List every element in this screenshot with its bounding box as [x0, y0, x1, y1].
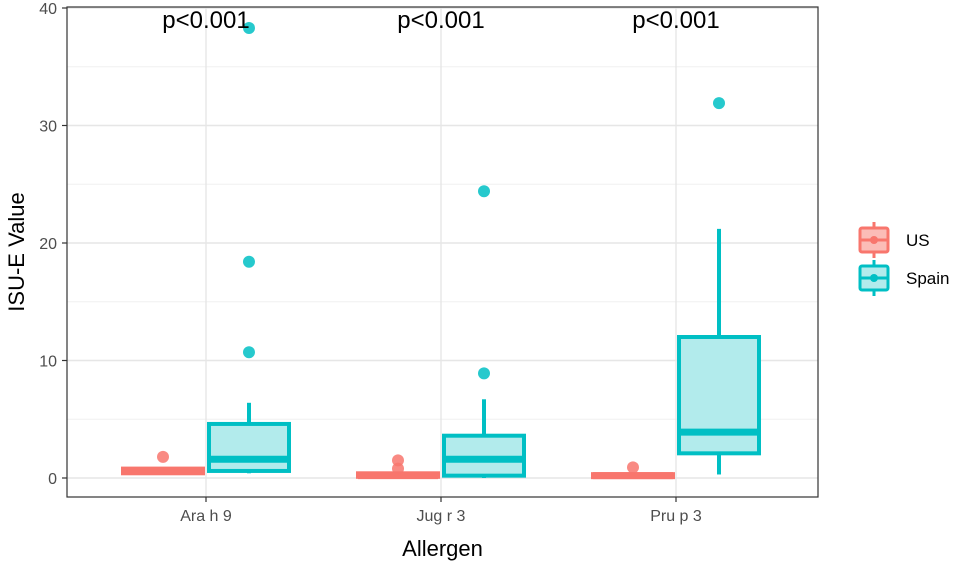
outlier-point [392, 462, 404, 475]
y-tick-label: 40 [39, 1, 57, 18]
y-tick-label: 10 [39, 354, 57, 371]
x-tick-label: Pru p 3 [650, 508, 702, 525]
x-axis-title: Allergen [402, 536, 483, 561]
outlier-point [627, 461, 639, 474]
legend-label: US [906, 231, 930, 250]
box-body [677, 335, 761, 456]
box-body [442, 433, 526, 478]
y-tick-label: 20 [39, 236, 57, 253]
box-spain-0 [207, 21, 291, 474]
legend-key-point [870, 236, 878, 244]
y-axis-title: ISU-E Value [4, 192, 29, 311]
outlier-point [157, 450, 169, 463]
outlier-point [478, 185, 490, 198]
outlier-point [243, 21, 255, 34]
y-tick-label: 30 [39, 119, 57, 136]
outlier-point [392, 454, 404, 467]
box-us-2 [591, 461, 675, 480]
y-tick-label: 0 [48, 471, 57, 488]
legend-item-spain: Spain [858, 260, 949, 296]
grid [67, 7, 818, 497]
outlier-point [243, 255, 255, 268]
x-tick-label: Ara h 9 [180, 508, 232, 525]
legend: US Spain [858, 222, 949, 296]
box-body [207, 421, 291, 473]
boxes [121, 21, 761, 480]
outlier-point [713, 97, 725, 110]
p-value-label: p<0.001 [632, 7, 719, 34]
legend-label: Spain [906, 269, 949, 288]
legend-key-point [870, 274, 878, 282]
box-spain-2 [677, 97, 761, 475]
outlier-point [478, 367, 490, 380]
panel-border [66, 6, 819, 498]
box-us-0 [121, 450, 205, 476]
outlier-point [243, 346, 255, 359]
p-value-annotations: p<0.001 p<0.001 p<0.001 [162, 7, 719, 34]
p-value-label: p<0.001 [162, 7, 249, 34]
p-value-label: p<0.001 [397, 7, 484, 34]
box-spain-1 [442, 185, 526, 478]
axes: 0 10 20 30 40 Ara h 9 Jug r 3 Pru p 3 [39, 1, 702, 525]
legend-item-us: US [858, 222, 930, 258]
box-us-1 [356, 454, 440, 480]
x-tick-label: Jug r 3 [417, 508, 466, 525]
